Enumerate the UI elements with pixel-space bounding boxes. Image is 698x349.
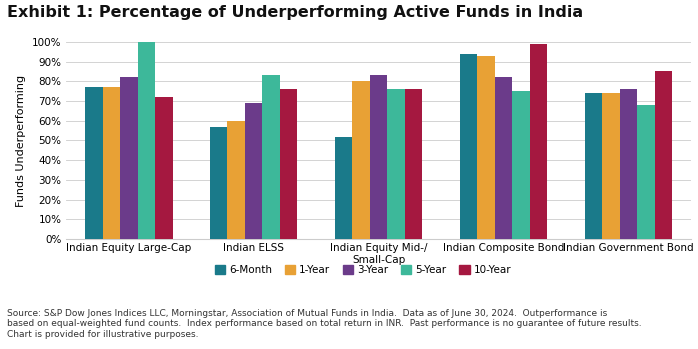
- Text: Exhibit 1: Percentage of Underperforming Active Funds in India: Exhibit 1: Percentage of Underperforming…: [7, 5, 583, 20]
- Bar: [138, 42, 155, 239]
- Bar: [103, 87, 120, 239]
- Bar: [245, 103, 262, 239]
- Bar: [460, 54, 477, 239]
- Bar: [85, 87, 103, 239]
- Text: Source: S&P Dow Jones Indices LLC, Morningstar, Association of Mutual Funds in I: Source: S&P Dow Jones Indices LLC, Morni…: [7, 309, 641, 339]
- Bar: [620, 89, 637, 239]
- Bar: [370, 75, 387, 239]
- Bar: [335, 136, 352, 239]
- Bar: [495, 77, 512, 239]
- Bar: [228, 121, 245, 239]
- Bar: [602, 93, 620, 239]
- Bar: [405, 89, 422, 239]
- Y-axis label: Funds Underperforming: Funds Underperforming: [16, 74, 27, 207]
- Bar: [387, 89, 405, 239]
- Bar: [637, 105, 655, 239]
- Bar: [585, 93, 602, 239]
- Bar: [477, 56, 495, 239]
- Bar: [655, 72, 672, 239]
- Legend: 6-Month, 1-Year, 3-Year, 5-Year, 10-Year: 6-Month, 1-Year, 3-Year, 5-Year, 10-Year: [210, 261, 516, 279]
- Bar: [512, 91, 530, 239]
- Bar: [280, 89, 297, 239]
- Bar: [352, 81, 370, 239]
- Bar: [262, 75, 280, 239]
- Bar: [530, 44, 547, 239]
- Bar: [155, 97, 172, 239]
- Bar: [120, 77, 138, 239]
- Bar: [210, 127, 228, 239]
